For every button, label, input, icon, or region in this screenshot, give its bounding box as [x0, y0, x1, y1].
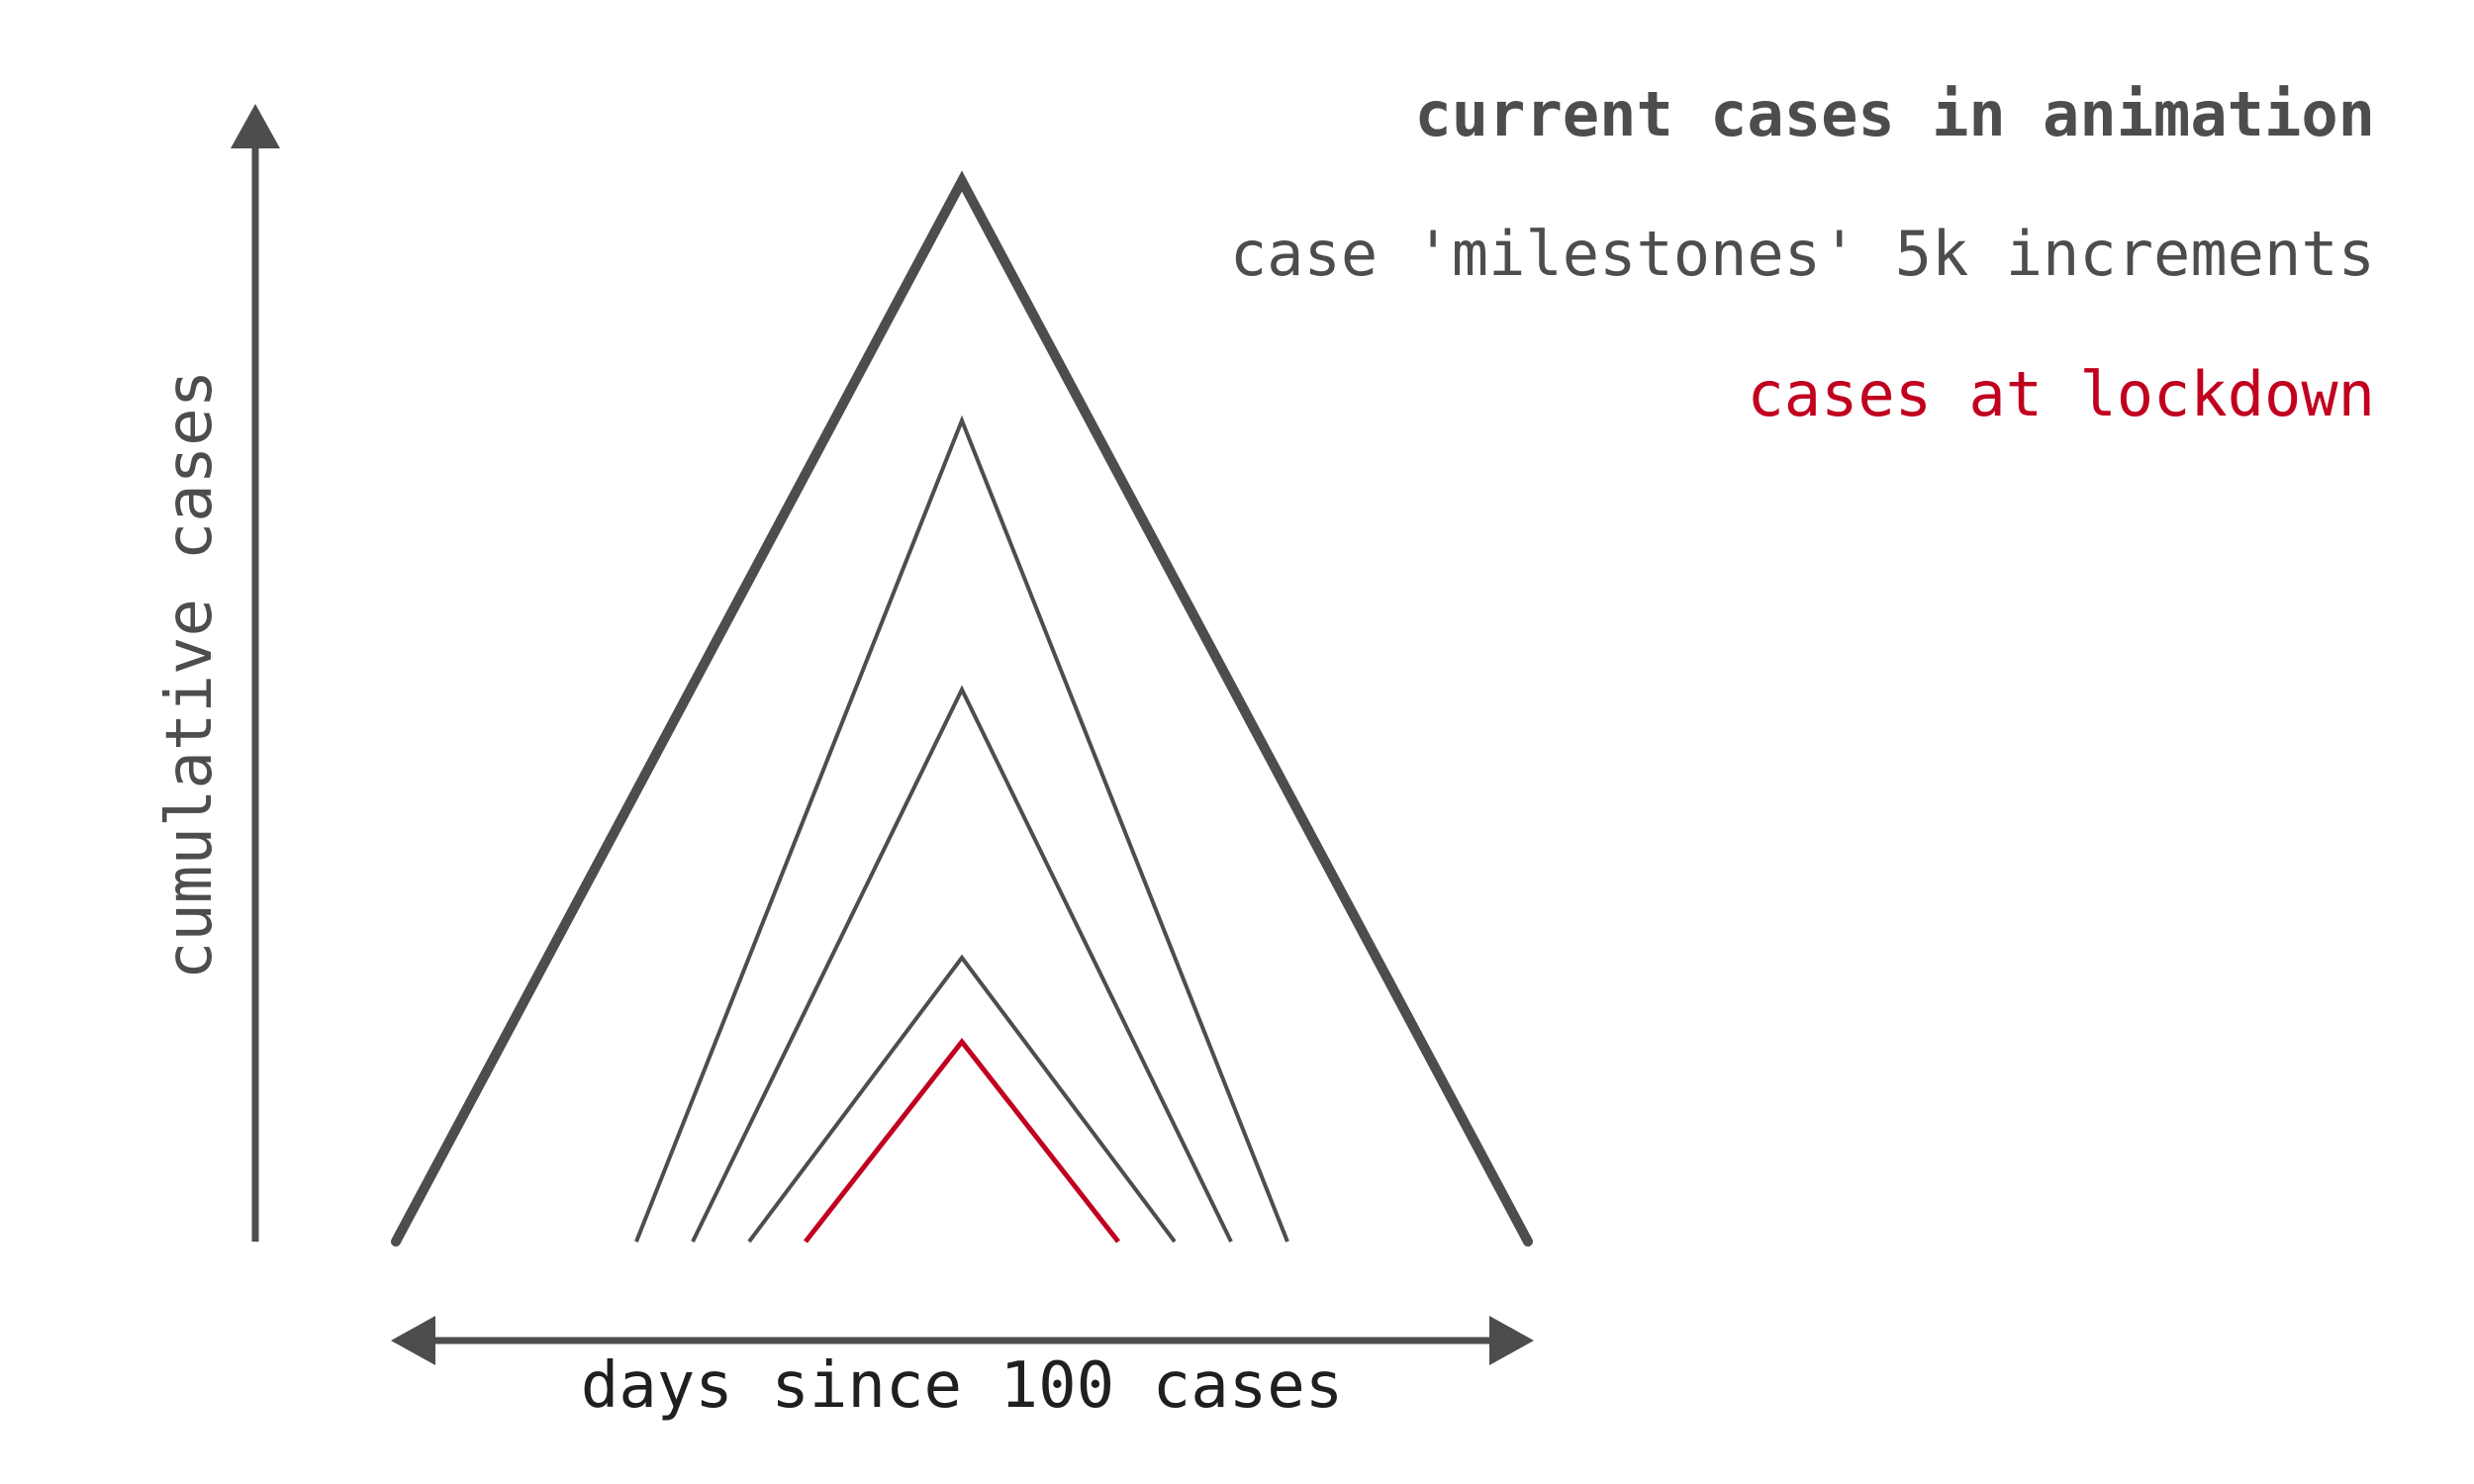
milestone-shape-1 — [634, 415, 1289, 1243]
lockdown-shape — [804, 1037, 1120, 1244]
x-axis-right-arrowhead — [1489, 1316, 1534, 1365]
legend-lockdown: cases at lockdown — [1747, 358, 2375, 430]
legend-current-cases: current cases in animation — [1414, 78, 2375, 150]
y-axis-label: cumulative cases — [153, 370, 227, 980]
legend-milestones: case 'milestones' 5k increments — [1230, 218, 2375, 290]
x-axis-double-arrow-icon — [391, 1316, 1534, 1365]
x-axis-left-arrowhead — [391, 1316, 435, 1365]
milestone-shape-2 — [691, 685, 1233, 1243]
y-axis-arrowhead — [231, 104, 280, 148]
y-axis-arrow-icon — [231, 104, 280, 1242]
milestone-shape-3 — [747, 954, 1177, 1244]
current-cases-shape — [391, 170, 1533, 1247]
x-axis-label: days since 100 cases — [581, 1349, 1344, 1423]
